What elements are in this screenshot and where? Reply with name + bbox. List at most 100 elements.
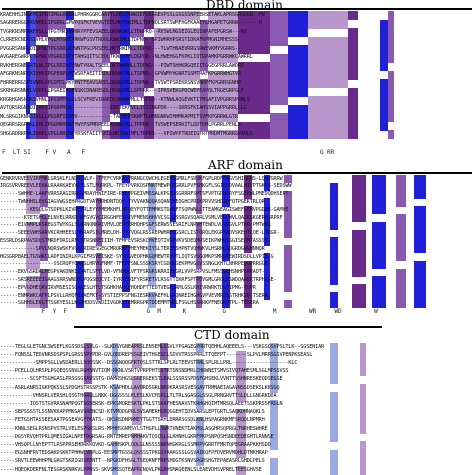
conservation-shade xyxy=(308,70,348,80)
conservation-shade xyxy=(196,221,202,231)
conservation-shade xyxy=(330,425,338,434)
conservation-shade xyxy=(26,121,30,131)
conservation-shade xyxy=(380,87,388,97)
conservation-shade xyxy=(238,121,270,131)
conservation-shade xyxy=(352,299,366,309)
sequence-row: --------KTETSHSLELNVELRRKDFDFGVGVCIRGGHF… xyxy=(0,214,283,221)
conservation-shade xyxy=(244,299,252,309)
conservation-shade xyxy=(196,367,204,377)
conservation-shade xyxy=(74,96,102,105)
conservation-shade xyxy=(208,113,238,122)
sequence-row: ----------IQSTSTGVRRSNAMPQGTSGSERSK-EPKS… xyxy=(0,400,283,407)
conservation-shade xyxy=(196,416,204,426)
conservation-shade xyxy=(110,87,120,97)
conservation-shade xyxy=(26,70,30,80)
conservation-shade xyxy=(372,292,386,301)
conservation-shade xyxy=(96,260,102,270)
conservation-shade xyxy=(308,19,348,29)
conservation-shade xyxy=(148,276,156,285)
sequence-row: ------------SMPPSGLLWSDAERLLSQQSSK--DSSG… xyxy=(0,359,298,366)
conservation-shade xyxy=(196,237,202,246)
conservation-shade xyxy=(270,19,288,29)
conservation-shade xyxy=(360,400,366,410)
conservation-shade xyxy=(132,359,142,369)
conservation-shade xyxy=(76,229,84,238)
conservation-shade xyxy=(414,229,426,238)
conservation-shade xyxy=(288,70,308,80)
conservation-shade xyxy=(144,62,154,71)
conservation-shade xyxy=(236,433,246,442)
conservation-shade xyxy=(26,130,30,139)
conservation-shade xyxy=(36,87,48,97)
conservation-shade xyxy=(130,62,144,71)
conservation-shade xyxy=(84,359,92,369)
conservation-shade xyxy=(196,441,204,451)
conservation-shade xyxy=(130,113,144,122)
conservation-shade xyxy=(244,268,252,277)
conservation-shade xyxy=(160,351,168,360)
conservation-shade xyxy=(372,175,386,184)
conservation-shade xyxy=(288,53,308,63)
conservation-shade xyxy=(372,245,386,254)
conservation-shade xyxy=(144,70,154,80)
conservation-shade xyxy=(26,237,40,246)
conservation-shade xyxy=(74,62,102,71)
conservation-shade xyxy=(144,45,154,54)
conservation-shade xyxy=(76,214,84,223)
conservation-shade xyxy=(396,221,406,231)
conservation-shade xyxy=(270,384,278,393)
conservation-shade xyxy=(84,343,92,352)
sequence-row: ----------SCSFTSGHGASLPRSGSGSAVSSTG-DAMR… xyxy=(0,376,283,383)
conservation-shade xyxy=(36,130,48,139)
conservation-shade xyxy=(144,130,154,139)
conservation-shade xyxy=(352,190,366,199)
conservation-shade xyxy=(288,130,308,139)
conservation-shade xyxy=(48,36,66,46)
conservation-shade xyxy=(330,367,338,377)
conservation-shade xyxy=(388,36,394,46)
conservation-shade xyxy=(222,292,230,301)
conservation-shade xyxy=(200,113,208,122)
conservation-shade xyxy=(84,416,92,426)
conservation-shade xyxy=(120,79,130,88)
conservation-shade xyxy=(40,299,48,309)
conservation-shade xyxy=(236,375,246,385)
conservation-shade xyxy=(122,268,130,277)
conservation-shade xyxy=(130,79,144,88)
conservation-shade xyxy=(414,292,426,301)
conservation-shade xyxy=(84,457,92,467)
conservation-shade xyxy=(372,221,386,231)
conservation-shade xyxy=(48,79,66,88)
conservation-shade xyxy=(244,292,252,301)
conservation-shade xyxy=(110,130,120,139)
ctd-alignment-block: -----TEGLGLETGNCSWSEFLKGSSDSLSVLG--SLKDS… xyxy=(0,343,474,475)
conservation-shade xyxy=(330,400,338,410)
conservation-shade xyxy=(96,206,102,215)
conservation-shade xyxy=(414,245,426,254)
conservation-shade xyxy=(74,87,102,97)
conservation-shade xyxy=(30,62,36,71)
conservation-shade xyxy=(308,36,348,46)
conservation-shade xyxy=(40,221,48,231)
conservation-shade xyxy=(380,53,388,63)
conservation-shade xyxy=(102,96,110,105)
conservation-shade xyxy=(30,113,36,122)
conservation-shade xyxy=(160,441,168,451)
conservation-shade xyxy=(120,113,130,122)
conservation-shade xyxy=(208,53,238,63)
conservation-shade xyxy=(270,62,288,71)
conservation-shade xyxy=(120,130,130,139)
conservation-shade xyxy=(352,245,366,254)
conservation-shade xyxy=(288,121,308,131)
conservation-shade xyxy=(66,121,74,131)
conservation-shade xyxy=(160,433,168,442)
conservation-shade xyxy=(120,70,130,80)
conservation-shade xyxy=(112,367,118,377)
conservation-shade xyxy=(388,19,394,29)
conservation-shade xyxy=(270,121,288,131)
conservation-shade xyxy=(110,70,120,80)
conservation-shade xyxy=(414,190,426,199)
conservation-shade xyxy=(330,449,338,459)
conservation-shade xyxy=(414,299,426,309)
conservation-shade xyxy=(84,367,92,377)
